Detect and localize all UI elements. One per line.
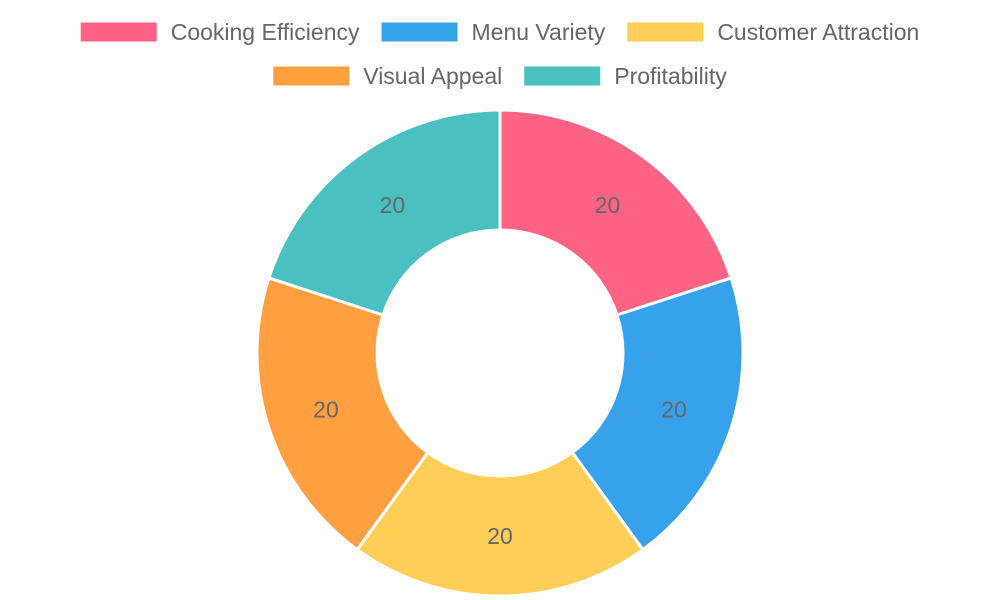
slice-cooking-efficiency[interactable] [498, 108, 733, 317]
data-label-cooking-efficiency: 20 [595, 192, 621, 218]
slice-profitability[interactable] [267, 108, 502, 317]
legend-swatch [80, 22, 157, 42]
slice-menu-variety[interactable] [570, 276, 745, 552]
legend-item-customer-attraction[interactable]: Customer Attraction [627, 19, 919, 45]
data-label-menu-variety: 20 [661, 397, 687, 423]
legend-item-menu-variety[interactable]: Menu Variety [381, 19, 606, 45]
legend-swatch [524, 66, 601, 86]
chart-legend: Cooking Efficiency Menu Variety Customer A… [80, 19, 919, 89]
legend-swatch [273, 66, 350, 86]
legend-label: Customer Attraction [717, 19, 919, 45]
legend-label: Menu Variety [472, 19, 606, 45]
legend-label: Profitability [614, 63, 727, 89]
legend-item-cooking-efficiency[interactable]: Cooking Efficiency [80, 19, 360, 45]
legend-item-profitability[interactable]: Profitability [524, 63, 727, 89]
slice-visual-appeal[interactable] [255, 276, 430, 552]
data-label-customer-attraction: 20 [487, 523, 513, 549]
data-label-profitability: 20 [380, 192, 406, 218]
legend-swatch [627, 22, 704, 42]
legend-item-visual-appeal[interactable]: Visual Appeal [273, 63, 502, 89]
data-label-visual-appeal: 20 [313, 397, 339, 423]
legend-label: Cooking Efficiency [171, 19, 360, 45]
legend-label: Visual Appeal [363, 63, 502, 89]
doughnut-slices [255, 108, 745, 598]
slice-customer-attraction[interactable] [355, 451, 645, 598]
data-labels: 20 20 20 20 20 [313, 192, 687, 549]
legend-swatch [381, 22, 458, 42]
